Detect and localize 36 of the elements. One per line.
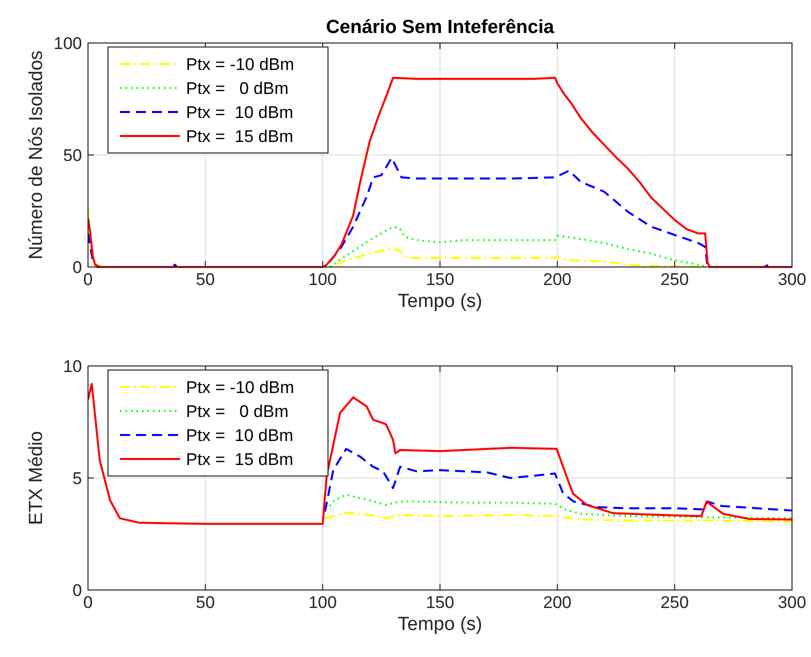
x-tick-label: 300 <box>778 593 806 612</box>
x-tick-label: 150 <box>426 593 454 612</box>
x-tick-label: 50 <box>196 270 215 289</box>
x-tick-label: 100 <box>308 593 337 612</box>
line-series <box>324 448 792 513</box>
line-series <box>328 494 792 520</box>
legend-label: Ptx = 0 dBm <box>186 402 289 421</box>
x-tick-label: 100 <box>308 270 337 289</box>
x-tick-label: 50 <box>196 593 215 612</box>
line-series <box>88 76 792 268</box>
x-tick-label: 300 <box>778 270 806 289</box>
y-tick-label: 100 <box>54 34 82 53</box>
legend-label: Ptx = 10 dBm <box>186 426 294 445</box>
x-tick-label: 250 <box>660 593 689 612</box>
legend-label: Ptx = 10 dBm <box>186 103 294 122</box>
x-axis-title: Tempo (s) <box>398 291 482 312</box>
legend-label: Ptx = -10 dBm <box>186 378 294 397</box>
legend-label: Ptx = 0 dBm <box>186 79 289 98</box>
y-axis-title: ETX Médio <box>26 431 47 525</box>
y-tick-label: 10 <box>63 357 82 376</box>
line-series <box>324 512 792 523</box>
x-axis-title: Tempo (s) <box>398 614 482 635</box>
legend-label: Ptx = 15 dBm <box>186 127 294 146</box>
chart-title: Cenário Sem Inteferência <box>326 17 554 38</box>
x-tick-label: 250 <box>660 270 689 289</box>
x-tick-label: 150 <box>426 270 454 289</box>
line-series <box>88 382 792 525</box>
legend-label: Ptx = -10 dBm <box>186 55 294 74</box>
y-tick-label: 0 <box>72 258 82 277</box>
x-tick-label: 200 <box>543 270 572 289</box>
legend-label: Ptx = 15 dBm <box>186 450 294 469</box>
y-tick-label: 5 <box>72 469 82 488</box>
x-tick-label: 200 <box>543 593 572 612</box>
y-axis-title: Número de Nós Isolados <box>26 50 47 260</box>
y-tick-label: 0 <box>72 581 82 600</box>
y-tick-label: 50 <box>63 146 82 165</box>
